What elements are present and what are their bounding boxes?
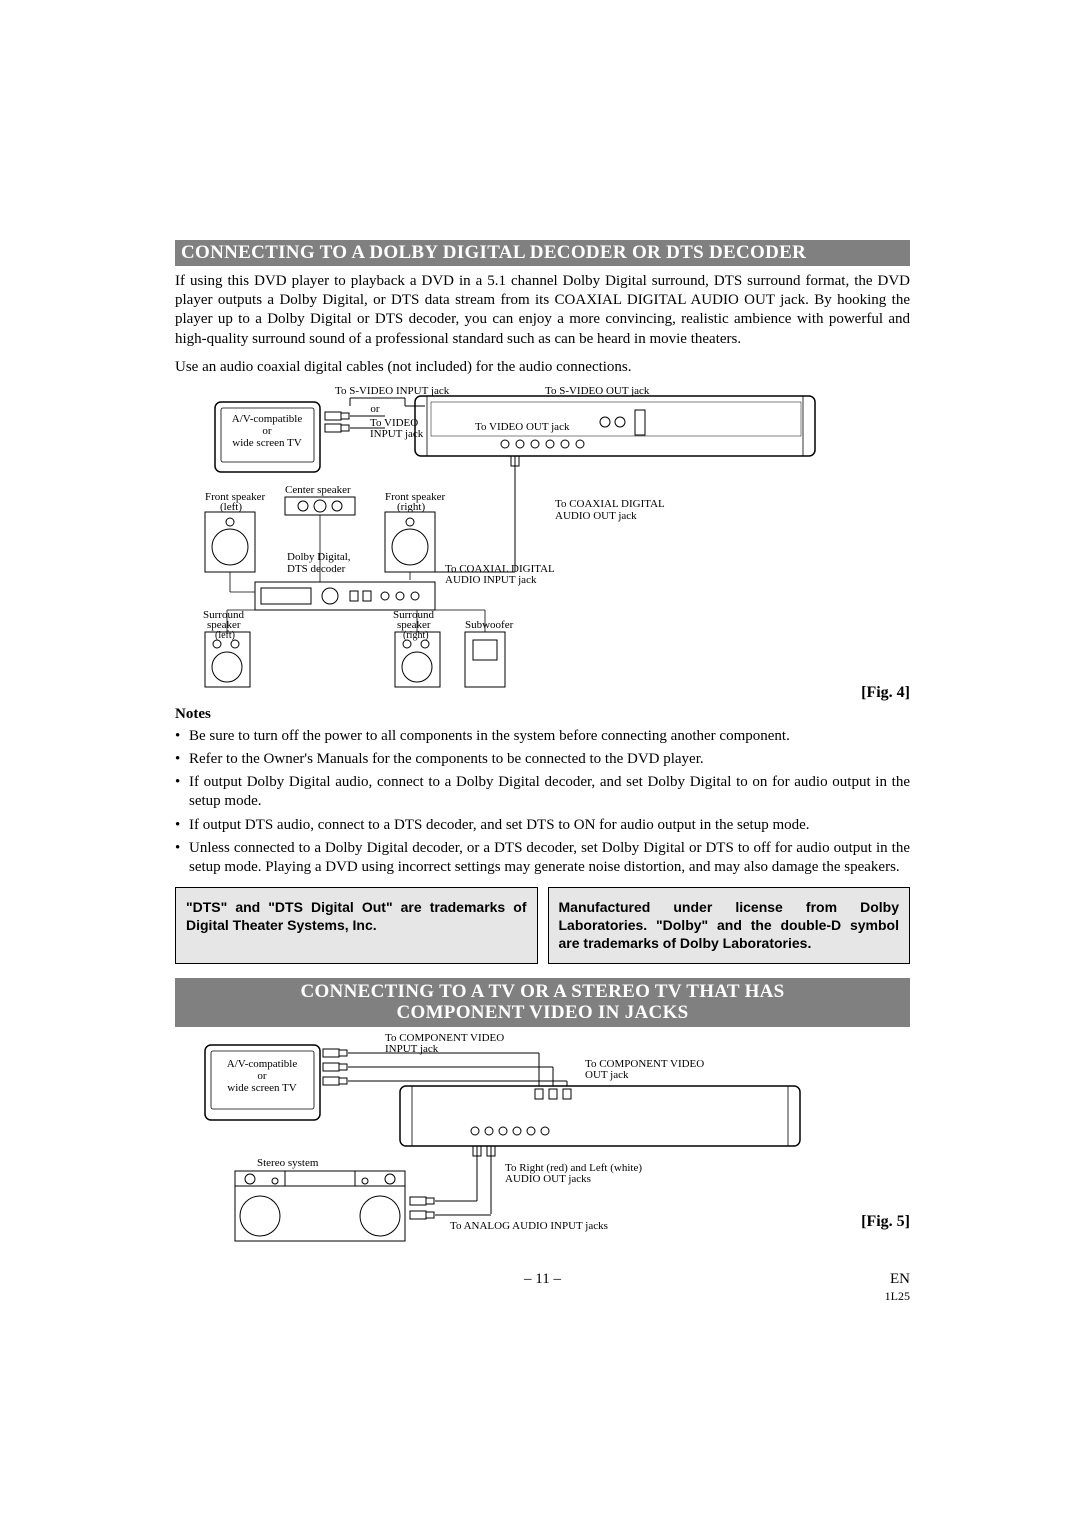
svg-text:wide screen TV: wide screen TV — [232, 437, 301, 449]
section-2-title-line1: CONNECTING TO A TV OR A STEREO TV THAT H… — [300, 981, 784, 1002]
dolby-trademark-box: Manufactured under license from Dolby La… — [548, 887, 911, 964]
footer-doc-code: 1L25 — [885, 1289, 910, 1303]
notes-heading: Notes — [175, 706, 910, 723]
dts-trademark-box: "DTS" and "DTS Digital Out" are trademar… — [175, 887, 538, 964]
svg-text:(left): (left) — [215, 630, 235, 641]
section-1-paragraph-2: Use an audio coaxial digital cables (not… — [175, 359, 910, 376]
svg-text:Center speaker: Center speaker — [285, 484, 351, 496]
svg-text:INPUT jack: INPUT jack — [385, 1043, 439, 1055]
svg-text:AUDIO INPUT jack: AUDIO INPUT jack — [445, 574, 537, 586]
page-number: – 11 – — [524, 1271, 561, 1288]
connection-diagram-fig4: A/V-compatible or wide screen TV or To S… — [175, 382, 910, 702]
svg-text:To S-VIDEO OUT jack: To S-VIDEO OUT jack — [545, 385, 650, 397]
svg-text:A/V-compatible: A/V-compatible — [227, 1058, 298, 1070]
figure-5-label: [Fig. 5] — [861, 1213, 910, 1231]
svg-text:(left): (left) — [220, 501, 242, 513]
note-item: Unless connected to a Dolby Digital deco… — [175, 839, 910, 877]
svg-text:Stereo system: Stereo system — [257, 1157, 319, 1169]
footer-lang: EN 1L25 — [885, 1271, 910, 1304]
page-footer: – 11 – EN 1L25 — [175, 1271, 910, 1301]
svg-text:Subwoofer: Subwoofer — [465, 619, 514, 631]
section-2-title-line2: COMPONENT VIDEO IN JACKS — [396, 1002, 688, 1023]
svg-text:Dolby Digital,: Dolby Digital, — [287, 551, 351, 563]
svg-text:INPUT jack: INPUT jack — [370, 428, 424, 440]
svg-text:AUDIO OUT jacks: AUDIO OUT jacks — [505, 1173, 591, 1185]
figure-4-label: [Fig. 4] — [861, 684, 910, 702]
svg-text:or: or — [262, 425, 272, 437]
svg-text:A/V-compatible: A/V-compatible — [232, 413, 303, 425]
svg-text:To ANALOG AUDIO INPUT jacks: To ANALOG AUDIO INPUT jacks — [450, 1220, 608, 1232]
svg-text:To COAXIAL DIGITAL: To COAXIAL DIGITAL — [555, 498, 665, 510]
svg-text:AUDIO OUT jack: AUDIO OUT jack — [555, 510, 637, 522]
svg-text:To S-VIDEO INPUT jack: To S-VIDEO INPUT jack — [335, 385, 450, 397]
section-1-header: CONNECTING TO A DOLBY DIGITAL DECODER OR… — [175, 240, 910, 266]
note-item: If output DTS audio, connect to a DTS de… — [175, 816, 910, 835]
svg-text:To VIDEO OUT jack: To VIDEO OUT jack — [475, 421, 570, 433]
svg-text:or: or — [257, 1070, 267, 1082]
footer-lang-code: EN — [890, 1271, 910, 1287]
svg-text:wide screen TV: wide screen TV — [227, 1082, 296, 1094]
section-1-paragraph-1: If using this DVD player to playback a D… — [175, 272, 910, 349]
section-2-header: CONNECTING TO A TV OR A STEREO TV THAT H… — [175, 978, 910, 1028]
svg-text:DTS decoder: DTS decoder — [287, 563, 346, 575]
svg-text:(right): (right) — [397, 501, 425, 513]
note-item: Be sure to turn off the power to all com… — [175, 727, 910, 746]
svg-text:(right): (right) — [403, 630, 429, 641]
note-item: If output Dolby Digital audio, connect t… — [175, 773, 910, 811]
connection-diagram-fig5: A/V-compatible or wide screen TV To COMP… — [175, 1031, 910, 1261]
svg-text:OUT jack: OUT jack — [585, 1069, 629, 1081]
note-item: Refer to the Owner's Manuals for the com… — [175, 750, 910, 769]
svg-text:or: or — [370, 403, 380, 415]
notes-list: Be sure to turn off the power to all com… — [175, 727, 910, 877]
